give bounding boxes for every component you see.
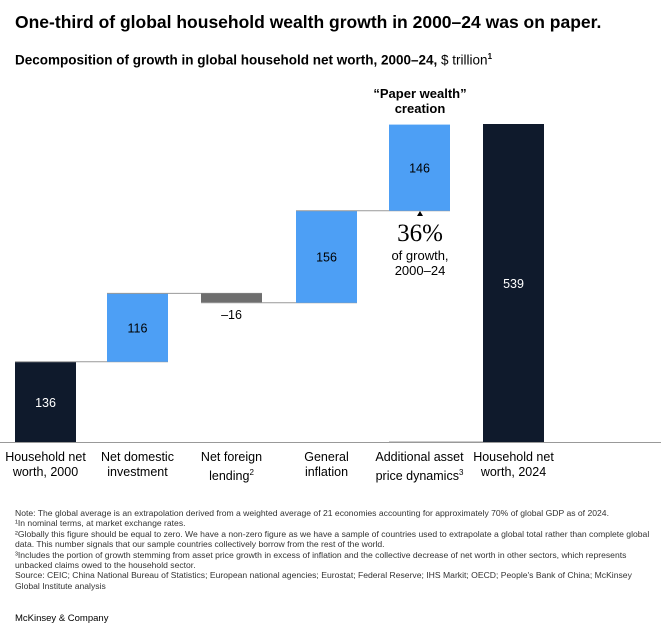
footnote-3: ³Includes the portion of growth stemming…	[15, 549, 627, 571]
note: Note: The global average is an extrapola…	[15, 508, 609, 518]
chart-title: One-third of global household wealth gro…	[15, 12, 602, 32]
growth-percent-caption: of growth, 2000–24	[391, 248, 449, 278]
footnote-1: ¹In nominal terms, at market exchange ra…	[15, 518, 186, 529]
data-label: 156	[316, 251, 337, 265]
chart-subtitle: Decomposition of growth in global househ…	[15, 52, 492, 68]
data-label: 539	[503, 277, 524, 291]
arrow-up-icon	[417, 211, 423, 216]
waterfall-chart: 136 116 –16 156 146 539	[0, 124, 661, 443]
data-label: –16	[221, 308, 242, 322]
bar-2	[201, 293, 262, 303]
category-label: Net domestic investment	[101, 450, 174, 479]
source: Source: CEIC; China National Bureau of S…	[15, 570, 632, 591]
category-label: Additional asset price dynamics3	[375, 450, 464, 484]
category-label: Net foreign lending2	[200, 450, 263, 484]
footnote-2: ²Globally this figure should be equal to…	[15, 528, 650, 550]
category-label: General inflation	[304, 450, 349, 479]
brand-logo-text: McKinsey & Company	[15, 613, 109, 624]
bar-1	[107, 293, 168, 362]
bar-5	[483, 124, 544, 442]
data-label: 136	[35, 396, 56, 410]
bar-4	[389, 124, 450, 211]
subtitle-unit: $ trillion	[437, 52, 488, 68]
data-label: 116	[128, 322, 148, 336]
paper-wealth-label: “Paper wealth” creation	[373, 86, 467, 116]
category-label: Household net worth, 2024	[473, 450, 554, 479]
footnotes: Note: The global average is an extrapola…	[15, 508, 655, 591]
growth-percent: 36%	[397, 220, 443, 247]
category-label: Household net worth, 2000	[5, 450, 86, 479]
subtitle-text: Decomposition of growth in global househ…	[15, 52, 438, 68]
data-label: 146	[409, 162, 430, 176]
bar-0	[15, 361, 76, 442]
bar-3	[296, 210, 357, 303]
subtitle-footnote: 1	[487, 52, 493, 61]
